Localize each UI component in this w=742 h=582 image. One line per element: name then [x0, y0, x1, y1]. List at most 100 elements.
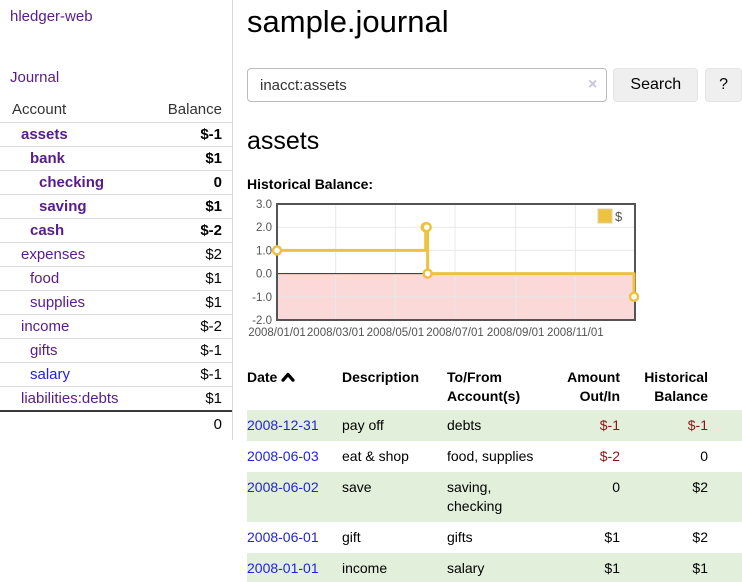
account-balance: $-1 [150, 362, 232, 387]
register-rows: 2008-12-31 pay off debts $-1 $-1 2008-06… [247, 410, 742, 582]
transaction-date-link[interactable]: 2008-06-01 [247, 529, 319, 545]
register-header-account: To/From Account(s) [447, 369, 521, 404]
x-tick-label: 2008/07/01 [426, 327, 484, 339]
accounts-header-account: Account [0, 98, 151, 123]
account-link[interactable]: income [21, 318, 70, 335]
transaction-amount: $-1 [560, 410, 620, 441]
register-header-date[interactable]: Date [247, 364, 342, 410]
account-balance: $2 [150, 242, 232, 267]
account-link[interactable]: salary [30, 366, 71, 383]
brand-link[interactable]: hledger-web [10, 8, 93, 25]
account-balance: $-2 [150, 218, 232, 243]
account-row: bank $1 [0, 146, 232, 171]
transaction-balance: $2 [620, 472, 742, 522]
accounts-rows: assets $-1 bank $1 checking 0 saving $1 … [0, 122, 232, 412]
data-point-marker [421, 221, 432, 233]
account-row: expenses $2 [0, 242, 232, 267]
account-row: salary $-1 [0, 362, 232, 387]
account-link[interactable]: saving [39, 198, 87, 215]
y-tick-label: -1.0 [252, 292, 272, 304]
page-title: sample.journal [247, 4, 449, 39]
register-row: 2008-06-01 gift gifts $1 $2 [247, 522, 742, 553]
x-tick-label: 2008/05/01 [367, 327, 425, 339]
transaction-date-link[interactable]: 2008-06-02 [247, 479, 319, 495]
clear-search-icon[interactable]: × [588, 76, 598, 93]
register-header-balance: Historical Balance [644, 369, 708, 404]
account-link[interactable]: cash [30, 222, 65, 239]
account-row: food $1 [0, 266, 232, 291]
account-balance: $-1 [150, 338, 232, 363]
account-link[interactable]: bank [30, 150, 66, 167]
account-balance: $1 [205, 390, 222, 407]
register-header-row: Date Description To/From Account(s) Amou… [247, 364, 742, 410]
transaction-date-link[interactable]: 2008-01-01 [247, 560, 319, 576]
caret-up-icon [281, 372, 295, 382]
transaction-description: pay off [342, 410, 447, 441]
account-balance: 0 [150, 170, 232, 195]
y-tick-label: 0.0 [256, 269, 272, 281]
plot-border [276, 203, 636, 321]
help-button[interactable]: ? [705, 68, 742, 102]
account-link[interactable]: food [30, 270, 60, 287]
transaction-amount: $-2 [599, 448, 620, 464]
y-tick-label: 2.0 [256, 222, 272, 234]
transaction-description: gift [342, 529, 361, 545]
transaction-accounts: food, supplies [447, 448, 534, 464]
account-link[interactable]: supplies [30, 294, 86, 311]
search-form: × Search ? [247, 68, 742, 102]
transaction-date-link[interactable]: 2008-12-31 [247, 417, 319, 433]
sidebar: hledger-web Journal Account Balance asse… [0, 0, 233, 440]
register-row: 2008-06-02 save saving, checking 0 $2 [247, 472, 742, 522]
register-table: Date Description To/From Account(s) Amou… [247, 364, 742, 582]
account-balance: $-1 [150, 122, 232, 147]
search-button[interactable]: Search [613, 68, 699, 102]
transaction-description: eat & shop [342, 448, 409, 464]
chart-title: Historical Balance: [247, 176, 374, 192]
account-link[interactable]: expenses [21, 246, 86, 263]
transaction-balance: 0 [700, 448, 708, 464]
account-row: income $-2 [0, 314, 232, 339]
account-row: assets $-1 [0, 122, 232, 147]
x-tick-label: 2008/03/01 [307, 327, 365, 339]
account-link[interactable]: liabilities:debts [21, 390, 119, 407]
transaction-accounts: gifts [447, 529, 473, 545]
transaction-balance: $2 [692, 529, 708, 545]
register-row: 2008-06-03 eat & shop food, supplies $-2… [247, 441, 742, 472]
register-row: 2008-01-01 income salary $1 $1 [247, 553, 742, 582]
account-heading: assets [247, 127, 320, 155]
search-input[interactable] [247, 68, 608, 102]
transaction-description: income [342, 553, 447, 582]
data-point-marker [422, 268, 433, 279]
account-link[interactable]: checking [39, 174, 105, 191]
transaction-amount: 0 [560, 472, 620, 522]
account-balance: $1 [150, 290, 232, 315]
accounts-header-balance: Balance [150, 98, 232, 123]
account-balance: $-2 [150, 314, 232, 339]
data-point-marker [271, 245, 283, 256]
account-row: checking 0 [0, 170, 232, 195]
data-point-marker [628, 291, 640, 303]
accounts-total-balance: 0 [150, 410, 232, 436]
sidebar-item-journal[interactable]: Journal [10, 69, 60, 86]
account-row: gifts $-1 [0, 338, 232, 363]
transaction-amount: $1 [604, 529, 620, 545]
transaction-date-link[interactable]: 2008-06-03 [247, 448, 319, 464]
account-row: saving $1 [0, 194, 232, 219]
y-tick-label: 3.0 [256, 199, 272, 211]
accounts-header-row: Account Balance [0, 98, 232, 123]
account-link[interactable]: gifts [30, 342, 58, 359]
account-row: cash $-2 [0, 218, 232, 243]
transaction-amount: $1 [560, 553, 620, 582]
legend-swatch [597, 208, 613, 224]
x-tick-label: 2008/01/01 [248, 327, 306, 339]
transaction-balance: $1 [620, 553, 742, 582]
transaction-balance: $-1 [620, 410, 742, 441]
transaction-description: save [342, 472, 447, 522]
account-balance: $1 [150, 146, 232, 171]
account-link[interactable]: assets [21, 126, 68, 143]
transaction-accounts: debts [447, 417, 482, 433]
y-tick-label: -2.0 [252, 315, 272, 327]
account-row: liabilities:debts $1 [0, 387, 232, 412]
account-balance: $1 [150, 266, 232, 291]
